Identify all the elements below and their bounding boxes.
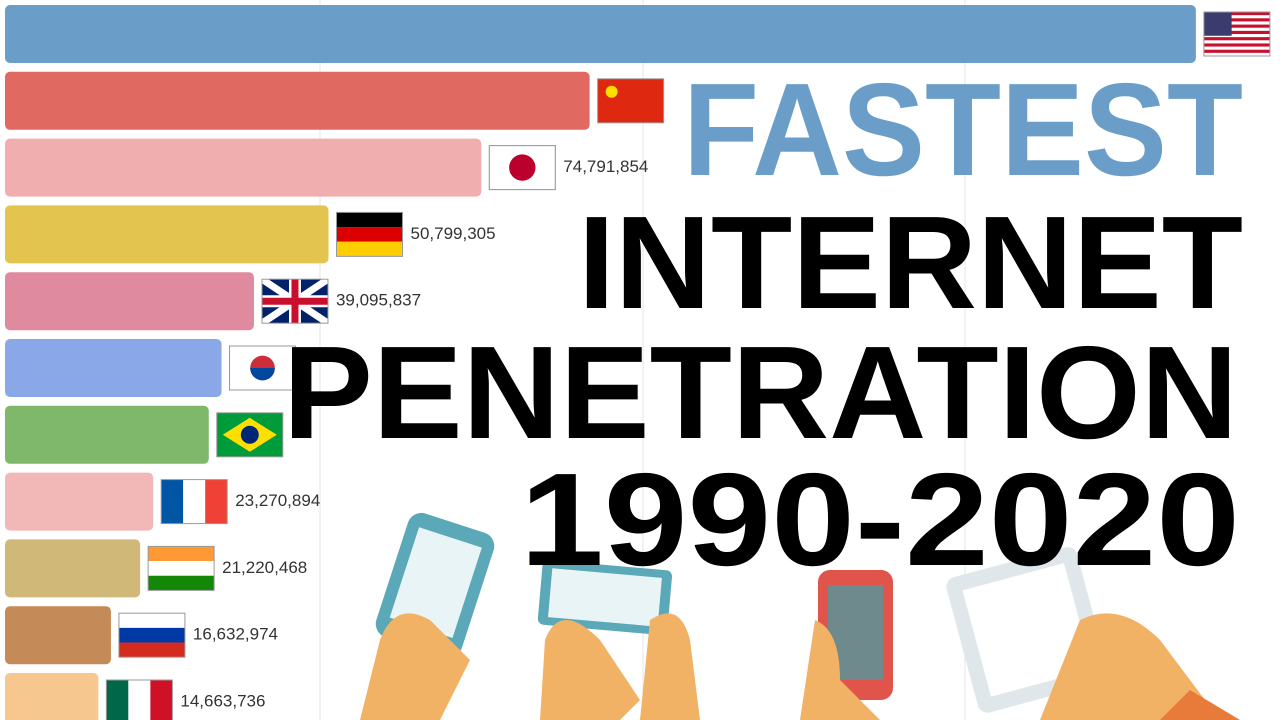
bar xyxy=(5,673,99,720)
flag xyxy=(260,276,330,327)
flag-part xyxy=(205,479,228,524)
flag-part xyxy=(336,212,403,228)
flag xyxy=(597,78,665,124)
flag xyxy=(160,479,228,525)
flag-part xyxy=(106,680,129,720)
value-label: 74,791,854 xyxy=(563,157,648,176)
flag-border xyxy=(336,211,404,257)
bar xyxy=(5,5,1196,63)
phone-screen xyxy=(389,527,482,638)
flag-border xyxy=(105,679,173,720)
title-line: FASTEST xyxy=(683,56,1243,203)
flag-part xyxy=(509,154,536,181)
flag-part xyxy=(1203,12,1232,36)
hand xyxy=(800,620,880,720)
value-label: 23,270,894 xyxy=(235,491,320,510)
flag-part xyxy=(118,627,185,643)
flag-part xyxy=(240,425,259,444)
hand xyxy=(360,613,470,720)
bar xyxy=(5,138,482,197)
flag xyxy=(118,612,186,658)
sleeve xyxy=(1160,690,1240,720)
flag-border xyxy=(597,78,665,124)
value-label: 39,095,837 xyxy=(336,291,421,310)
flag-part xyxy=(150,680,173,720)
flag xyxy=(105,679,173,720)
flag-part xyxy=(597,78,664,123)
flag-part xyxy=(261,279,328,324)
bar xyxy=(5,539,141,598)
flag-part xyxy=(1203,12,1270,16)
value-label: 21,220,468 xyxy=(222,558,307,577)
flag xyxy=(1203,11,1271,57)
flag-part xyxy=(1203,18,1270,22)
flag-border xyxy=(160,479,228,525)
flag-part xyxy=(336,241,403,257)
flag-part xyxy=(148,546,215,562)
title-line: PENETRATION xyxy=(283,319,1238,466)
flag-border xyxy=(216,412,284,458)
flag-part xyxy=(118,613,185,628)
flag-part xyxy=(1203,30,1270,34)
bar xyxy=(5,71,590,130)
flag-part xyxy=(1203,37,1270,41)
flag-part xyxy=(128,680,151,720)
bar xyxy=(5,606,111,665)
flag-part xyxy=(183,479,206,524)
title-line: INTERNET xyxy=(578,189,1243,336)
tablet-screen xyxy=(548,568,662,627)
flag-border xyxy=(229,345,297,391)
bar xyxy=(5,472,154,531)
bar xyxy=(5,205,329,264)
flag-part xyxy=(1203,43,1270,47)
flag xyxy=(488,145,556,191)
flag-part xyxy=(250,368,275,381)
flag-border xyxy=(118,612,186,658)
flag-part xyxy=(1203,49,1270,53)
value-label: 50,799,305 xyxy=(411,224,496,243)
hand xyxy=(640,613,700,720)
flag xyxy=(147,545,215,591)
flag xyxy=(216,412,284,458)
flag-part xyxy=(336,227,403,242)
flag-border xyxy=(488,145,556,191)
bar xyxy=(5,272,254,331)
flag-part xyxy=(148,561,215,576)
value-label: 16,632,974 xyxy=(193,625,278,644)
flag-border xyxy=(1203,11,1271,57)
hand xyxy=(1040,613,1220,720)
flag xyxy=(336,211,404,257)
illustration xyxy=(360,512,1240,720)
hand xyxy=(540,620,640,720)
flag-part xyxy=(1203,24,1270,28)
value-label: 14,663,736 xyxy=(180,691,265,710)
bar xyxy=(5,405,209,464)
flag xyxy=(229,345,297,391)
flag-part xyxy=(118,642,185,658)
tablet-screen xyxy=(962,563,1093,697)
flag-border xyxy=(147,545,215,591)
flag-part xyxy=(161,479,184,524)
flag-border xyxy=(261,278,329,324)
flag-part xyxy=(148,575,215,591)
bars: 74,791,854 50,799,305 39,095,837 23,270,894… xyxy=(5,5,1271,720)
bar xyxy=(5,339,222,397)
title-line: 1990-2020 xyxy=(520,446,1240,593)
flag-part xyxy=(605,85,618,98)
